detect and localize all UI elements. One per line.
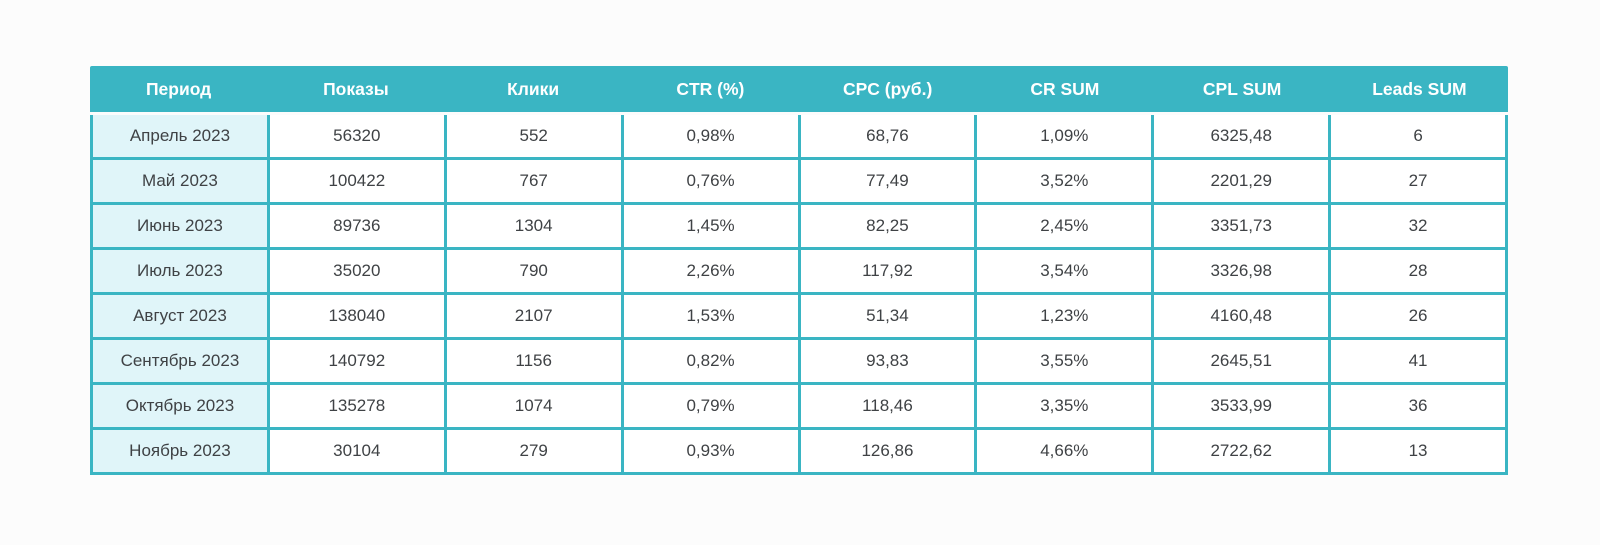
period-cell: Ноябрь 2023 bbox=[93, 430, 267, 472]
value-cell: 6325,48 bbox=[1154, 115, 1329, 157]
value-cell: 93,83 bbox=[800, 340, 975, 382]
value-cell: 4,66% bbox=[977, 430, 1152, 472]
value-cell: 89736 bbox=[269, 205, 444, 247]
value-cell: 1,09% bbox=[977, 115, 1152, 157]
column-header-6: CPL SUM bbox=[1202, 78, 1282, 99]
period-cell: Апрель 2023 bbox=[93, 115, 267, 157]
value-cell: 3326,98 bbox=[1154, 250, 1329, 292]
value-cell: 41 bbox=[1331, 340, 1505, 382]
value-cell: 3351,73 bbox=[1154, 205, 1329, 247]
value-cell: 1304 bbox=[446, 205, 621, 247]
period-cell: Июль 2023 bbox=[93, 250, 267, 292]
value-cell: 0,82% bbox=[623, 340, 798, 382]
period-cell: Май 2023 bbox=[93, 160, 267, 202]
column-header-1: Показы bbox=[323, 78, 389, 99]
column-header-4: CPC (руб.) bbox=[842, 78, 933, 99]
value-cell: 790 bbox=[446, 250, 621, 292]
value-cell: 56320 bbox=[269, 115, 444, 157]
value-cell: 2722,62 bbox=[1154, 430, 1329, 472]
value-cell: 28 bbox=[1331, 250, 1505, 292]
value-cell: 32 bbox=[1331, 205, 1505, 247]
value-cell: 118,46 bbox=[800, 385, 975, 427]
period-cell: Август 2023 bbox=[93, 295, 267, 337]
table-header-row: Период Показы Клики CTR (%) CPC (руб.) CR SUM… bbox=[90, 66, 1508, 112]
metrics-table: Период Показы Клики CTR (%) CPC (руб.) CR SUM… bbox=[90, 66, 1508, 475]
value-cell: 552 bbox=[446, 115, 621, 157]
value-cell: 0,79% bbox=[623, 385, 798, 427]
value-cell: 3,35% bbox=[977, 385, 1152, 427]
value-cell: 13 bbox=[1331, 430, 1505, 472]
period-cell: Июнь 2023 bbox=[93, 205, 267, 247]
value-cell: 36 bbox=[1331, 385, 1505, 427]
value-cell: 35020 bbox=[269, 250, 444, 292]
value-cell: 279 bbox=[446, 430, 621, 472]
column-header-2: Клики bbox=[507, 78, 560, 99]
value-cell: 0,98% bbox=[623, 115, 798, 157]
value-cell: 138040 bbox=[269, 295, 444, 337]
value-cell: 100422 bbox=[269, 160, 444, 202]
column-header-7: Leads SUM bbox=[1372, 78, 1467, 99]
value-cell: 3533,99 bbox=[1154, 385, 1329, 427]
value-cell: 0,76% bbox=[623, 160, 798, 202]
table-body: Апрель 2023 56320 552 0,98% 68,76 1,09% 6325,4… bbox=[90, 115, 1508, 475]
value-cell: 30104 bbox=[269, 430, 444, 472]
value-cell: 2201,29 bbox=[1154, 160, 1329, 202]
value-cell: 1,53% bbox=[623, 295, 798, 337]
value-cell: 3,55% bbox=[977, 340, 1152, 382]
value-cell: 4160,48 bbox=[1154, 295, 1329, 337]
value-cell: 117,92 bbox=[800, 250, 975, 292]
value-cell: 1,23% bbox=[977, 295, 1152, 337]
value-cell: 135278 bbox=[269, 385, 444, 427]
value-cell: 2,26% bbox=[623, 250, 798, 292]
value-cell: 126,86 bbox=[800, 430, 975, 472]
value-cell: 1,45% bbox=[623, 205, 798, 247]
column-header-5: CR SUM bbox=[1030, 78, 1100, 99]
value-cell: 2107 bbox=[446, 295, 621, 337]
value-cell: 68,76 bbox=[800, 115, 975, 157]
value-cell: 6 bbox=[1331, 115, 1505, 157]
value-cell: 3,52% bbox=[977, 160, 1152, 202]
value-cell: 0,93% bbox=[623, 430, 798, 472]
value-cell: 2645,51 bbox=[1154, 340, 1329, 382]
value-cell: 767 bbox=[446, 160, 621, 202]
value-cell: 2,45% bbox=[977, 205, 1152, 247]
period-cell: Октябрь 2023 bbox=[93, 385, 267, 427]
value-cell: 82,25 bbox=[800, 205, 975, 247]
value-cell: 27 bbox=[1331, 160, 1505, 202]
period-cell: Сентябрь 2023 bbox=[93, 340, 267, 382]
column-header-3: CTR (%) bbox=[676, 78, 745, 99]
value-cell: 1156 bbox=[446, 340, 621, 382]
value-cell: 1074 bbox=[446, 385, 621, 427]
column-header-0: Период bbox=[145, 78, 212, 99]
value-cell: 3,54% bbox=[977, 250, 1152, 292]
value-cell: 140792 bbox=[269, 340, 444, 382]
value-cell: 26 bbox=[1331, 295, 1505, 337]
value-cell: 77,49 bbox=[800, 160, 975, 202]
value-cell: 51,34 bbox=[800, 295, 975, 337]
